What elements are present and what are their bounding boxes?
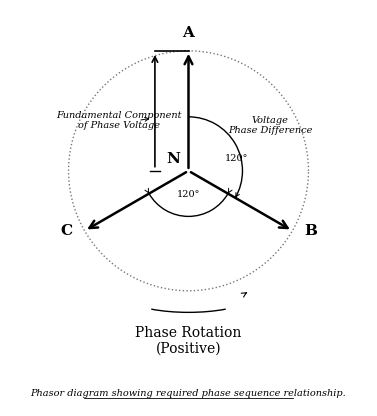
- Text: N: N: [166, 152, 180, 166]
- Text: Phasor diagram showing required phase sequence relationship.: Phasor diagram showing required phase se…: [31, 389, 346, 398]
- Text: A: A: [182, 26, 195, 40]
- Text: 120°: 120°: [224, 154, 248, 163]
- Text: Voltage
Phase Difference: Voltage Phase Difference: [228, 116, 312, 135]
- Text: 120°: 120°: [177, 190, 200, 199]
- Text: C: C: [60, 224, 73, 238]
- Text: B: B: [304, 224, 317, 238]
- Text: Fundamental Component
of Phase Voltage: Fundamental Component of Phase Voltage: [56, 111, 182, 130]
- Text: Phase Rotation
(Positive): Phase Rotation (Positive): [135, 326, 242, 356]
